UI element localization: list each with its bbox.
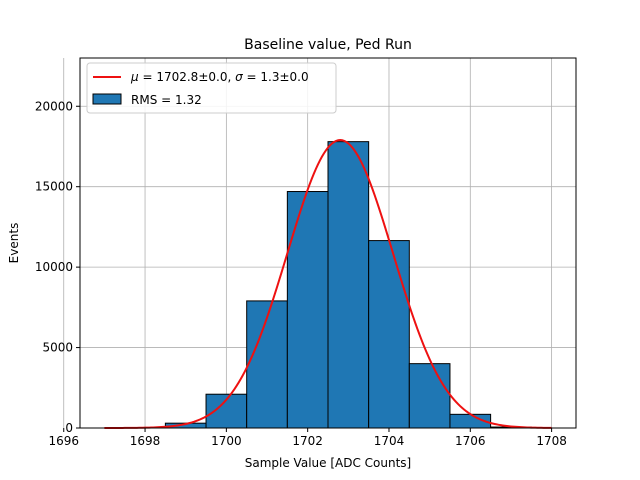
- legend-fit-label: μ = 1702.8±0.0, σ = 1.3±0.0: [130, 70, 309, 84]
- legend-hist-swatch: [92, 93, 122, 105]
- y-axis-label: Events: [7, 223, 21, 264]
- x-tick-label: 1706: [455, 434, 486, 448]
- legend-mu-symbol: μ: [130, 70, 139, 84]
- legend-hist-label: RMS = 1.32: [131, 93, 202, 107]
- y-axis-ticks: 0 5000 10000 15000 20000: [35, 99, 80, 435]
- x-tick-label: 1708: [536, 434, 567, 448]
- legend-box: [86, 62, 337, 114]
- x-tick-label: 1696: [48, 434, 79, 448]
- x-tick-label: 1700: [211, 434, 242, 448]
- x-axis-ticks: 1696 1698 1700 1702 1704 1706 1708: [48, 428, 567, 448]
- legend: μ = 1702.8±0.0, σ = 1.3±0.0 RMS = 1.32: [86, 62, 337, 114]
- histogram-bar: [368, 240, 410, 429]
- y-tick-label: 20000: [35, 99, 73, 113]
- y-tick-label: 15000: [35, 180, 73, 194]
- legend-mu-value: = 1702.8±0.0,: [139, 70, 235, 84]
- gaussian-fit-curve: [104, 139, 552, 429]
- x-tick-label: 1704: [374, 434, 405, 448]
- legend-sigma-value: = 1.3±0.0: [243, 70, 309, 84]
- chart-title: Baseline value, Ped Run: [244, 37, 412, 53]
- histogram-bar: [327, 141, 370, 429]
- y-tick-label: 0: [65, 421, 73, 435]
- x-axis-label: Sample Value [ADC Counts]: [245, 456, 411, 470]
- y-tick-label: 5000: [42, 341, 73, 355]
- x-tick-label: 1702: [292, 434, 323, 448]
- legend-sigma-symbol: σ: [235, 70, 243, 84]
- histogram-bar: [408, 363, 451, 429]
- histogram-bars: [124, 141, 532, 429]
- histogram-bar: [286, 191, 329, 429]
- plot-frame: [79, 57, 577, 429]
- y-tick-label: 10000: [35, 260, 73, 274]
- x-tick-label: 1698: [130, 434, 161, 448]
